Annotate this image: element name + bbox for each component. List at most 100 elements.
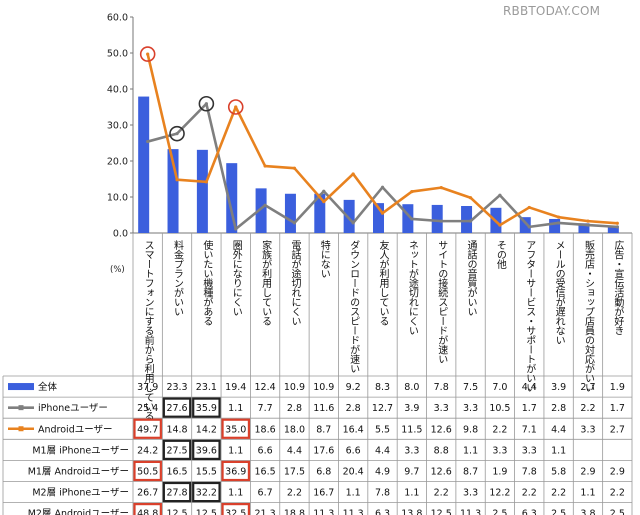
highlight-box [133, 418, 162, 439]
table-cell: 6.3 [522, 509, 537, 515]
table-cell: 4.4 [522, 382, 537, 393]
bar-zentai [578, 223, 590, 233]
point-iphone [175, 132, 179, 136]
table-cell: 2.2 [522, 488, 537, 499]
category-label: 友人が利用している [377, 239, 389, 326]
table-cell: 1.9 [492, 466, 507, 477]
table-cell: 2.8 [551, 403, 566, 414]
point-android [410, 190, 414, 194]
table-cell: 9.8 [463, 424, 478, 435]
table-cell: 27.6 [166, 403, 187, 414]
table-cell: 14.8 [166, 424, 187, 435]
table-cell: 2.5 [492, 509, 507, 515]
bar-zentai [255, 188, 267, 233]
table-cell: 2.2 [434, 488, 449, 499]
point-android [175, 178, 179, 182]
table-cell: 12.5 [166, 509, 187, 515]
highlight-box [162, 481, 192, 503]
table-cell: 6.6 [258, 445, 273, 456]
point-android [498, 223, 502, 227]
y-tick-label: 50.0 [107, 49, 128, 60]
point-android [439, 186, 443, 190]
table-cell: 16.5 [166, 466, 187, 477]
table-cell: 5.8 [551, 466, 566, 477]
table-cell: 15.5 [196, 466, 217, 477]
table-cell: 16.5 [255, 466, 276, 477]
highlight-box [162, 439, 192, 460]
table-cell: 12.4 [255, 382, 276, 393]
bar-zentai [519, 217, 531, 233]
table-cell: 1.1 [228, 488, 243, 499]
watermark: RBBTODAY.COM [503, 4, 601, 18]
bar-zentai [284, 193, 296, 233]
point-android [615, 221, 619, 225]
highlight-box [192, 439, 221, 460]
point-android [322, 200, 326, 204]
highlight-box [221, 418, 251, 439]
table-cell: 19.4 [225, 382, 246, 393]
category-label: 広告・宣伝活動が好き [612, 239, 624, 336]
highlight-circle [139, 46, 156, 62]
bar-zentai [549, 218, 561, 233]
category-label: アフターサービス・サポートがいい [524, 240, 536, 392]
table-cell: 2.2 [580, 403, 595, 414]
table-cell: 8.7 [316, 424, 331, 435]
point-android [292, 166, 297, 170]
point-iphone [439, 219, 443, 223]
highlight-box [162, 397, 192, 418]
table-cell: 7.7 [258, 403, 273, 414]
table-cell: 8.7 [463, 466, 478, 477]
highlight-box [221, 503, 251, 515]
table-cell: 6.6 [346, 445, 361, 456]
point-iphone [557, 221, 561, 225]
bar-zentai [196, 149, 208, 233]
table-cell: 16.4 [343, 424, 364, 435]
table-cell: 12.6 [431, 466, 452, 477]
category-label: 特にない [318, 240, 330, 278]
table-cell: 9.7 [404, 466, 419, 477]
line-android [146, 53, 618, 227]
y-tick-label: 0.0 [113, 229, 128, 240]
table-cell: 6.8 [316, 466, 331, 477]
category-label: 電話が途切れにくい [289, 240, 301, 326]
table-cell: 3.9 [551, 382, 566, 393]
table-cell: 17.5 [284, 466, 305, 477]
table-cell: 20.4 [343, 466, 364, 477]
table-cell: 50.5 [137, 466, 158, 477]
table-cell: 7.1 [522, 424, 537, 435]
table-cell: 11.3 [313, 509, 334, 515]
point-iphone [527, 225, 531, 229]
row-label: M1層 iPhoneユーザー [32, 445, 129, 456]
table-cell: 13.8 [401, 509, 422, 515]
table-cell: 32.5 [225, 509, 246, 515]
table-cell: 32.2 [196, 488, 217, 499]
table-cell: 7.8 [375, 488, 390, 499]
point-iphone [498, 193, 502, 197]
table-cell: 6.3 [375, 509, 390, 515]
table-cell: 17.6 [313, 445, 334, 456]
table-cell: 1.1 [551, 445, 566, 456]
category-label: スマートフォンにする前から利用している [142, 240, 154, 421]
point-android [263, 164, 267, 168]
table-cell: 39.6 [196, 445, 217, 456]
row-label: M2層 Androidユーザー [28, 509, 129, 515]
point-iphone [263, 203, 267, 207]
y-tick-label: 60.0 [107, 13, 128, 24]
table-cell: 11.5 [401, 424, 422, 435]
table-cell: 12.7 [372, 403, 393, 414]
table-cell: 3.3 [434, 403, 449, 414]
bar-zentai [461, 206, 473, 233]
table-cell: 10.5 [489, 403, 510, 414]
table-cell: 36.9 [225, 466, 246, 477]
point-android [586, 219, 590, 223]
table-cell: 2.8 [346, 403, 361, 414]
point-iphone [380, 185, 385, 189]
table-cell: 2.9 [580, 466, 595, 477]
category-label: メールの受信が遅れない [553, 240, 565, 345]
highlight-box [133, 503, 162, 515]
unit-label: (%) [110, 265, 125, 275]
table-cell: 5.5 [375, 424, 390, 435]
table-cell: 10.9 [313, 382, 334, 393]
table-cell: 3.3 [463, 403, 478, 414]
table-cell: 2.9 [610, 466, 625, 477]
